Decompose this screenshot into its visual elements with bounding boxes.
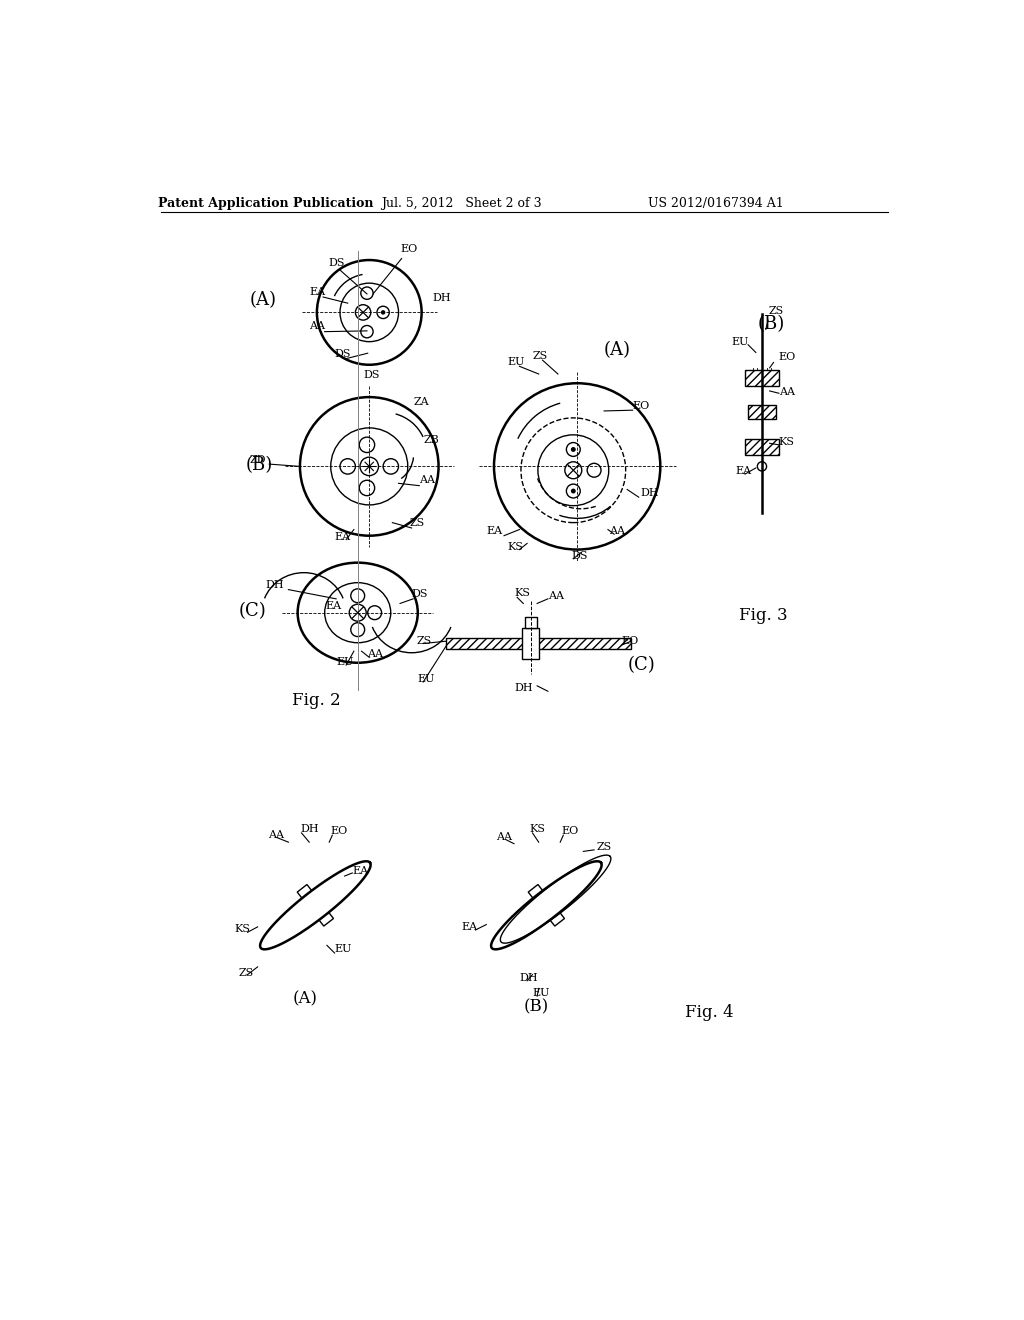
Text: EU: EU [417,675,434,684]
Circle shape [571,447,575,451]
Text: EO: EO [331,826,348,837]
Polygon shape [501,855,611,944]
Polygon shape [539,898,554,912]
Polygon shape [492,861,602,949]
Polygon shape [297,884,312,899]
Text: (B): (B) [758,315,785,334]
Text: KS: KS [508,541,524,552]
Polygon shape [446,638,631,649]
Text: KS: KS [779,437,795,447]
Text: DH: DH [265,579,284,590]
Text: Patent Application Publication: Patent Application Publication [158,197,373,210]
Text: AA: AA [267,829,284,840]
Text: EA: EA [352,866,369,876]
Text: EO: EO [779,352,796,362]
Text: EU: EU [336,657,353,667]
Text: KS: KS [234,924,251,935]
Text: DH: DH [514,684,532,693]
Text: ZS: ZS [596,842,611,851]
Text: AA: AA [497,832,512,842]
Text: KS: KS [529,824,546,834]
Text: EO: EO [562,826,579,837]
Text: EA: EA [309,288,326,297]
Text: AA: AA [609,527,626,536]
Text: ZS: ZS [768,306,783,315]
Text: EU: EU [508,356,525,367]
Text: (A): (A) [250,290,276,309]
Text: (C): (C) [628,656,655,675]
Polygon shape [307,898,323,912]
Text: ZS: ZS [532,351,548,360]
Polygon shape [528,884,544,899]
Text: EO: EO [633,401,650,411]
Text: EA: EA [335,532,351,541]
Text: EA: EA [462,921,478,932]
Polygon shape [749,405,776,418]
Polygon shape [524,616,538,628]
Text: AA: AA [419,475,435,486]
Circle shape [571,490,575,492]
Text: ZS: ZS [410,519,425,528]
Text: EU: EU [731,337,749,347]
Text: KS: KS [514,587,530,598]
Text: AA: AA [367,649,383,660]
Text: EU: EU [335,944,352,953]
Polygon shape [318,911,334,927]
Polygon shape [549,911,564,927]
Text: AA: AA [309,321,326,331]
Text: DH: DH [640,487,658,498]
Text: ZS: ZS [239,968,254,978]
Text: Fig. 2: Fig. 2 [292,692,341,709]
Polygon shape [745,440,779,455]
Text: US 2012/0167394 A1: US 2012/0167394 A1 [648,197,783,210]
Text: Fig. 3: Fig. 3 [739,607,787,624]
Text: ZA: ZA [414,397,429,407]
Text: AA: AA [779,387,795,397]
Text: (A): (A) [604,341,631,359]
Polygon shape [522,628,540,659]
Text: Jul. 5, 2012   Sheet 2 of 3: Jul. 5, 2012 Sheet 2 of 3 [381,197,542,210]
Text: EA: EA [326,601,341,611]
Text: (B): (B) [246,457,273,474]
Text: (C): (C) [239,602,266,620]
Text: ZS: ZS [417,635,432,645]
Text: EU: EU [532,989,550,998]
Text: ZB: ZB [423,436,439,445]
Circle shape [382,312,385,314]
Polygon shape [745,370,779,385]
Text: Fig. 4: Fig. 4 [685,1005,733,1020]
Polygon shape [260,861,371,949]
Text: (B): (B) [523,998,549,1015]
Text: (A): (A) [292,991,317,1008]
Text: DH: DH [432,293,451,302]
Text: AA: AA [548,591,564,601]
Text: DS: DS [412,589,428,599]
Text: ZD: ZD [250,454,266,465]
Text: DS: DS [571,550,588,561]
Text: DH: DH [300,824,318,834]
Text: EA: EA [486,527,503,536]
Text: DS: DS [364,370,380,380]
Text: DH: DH [519,973,538,983]
Text: EO: EO [400,244,418,255]
Text: DS: DS [335,348,351,359]
Text: DS: DS [329,259,345,268]
Text: EO: EO [622,635,639,645]
Text: EA: EA [735,466,752,477]
